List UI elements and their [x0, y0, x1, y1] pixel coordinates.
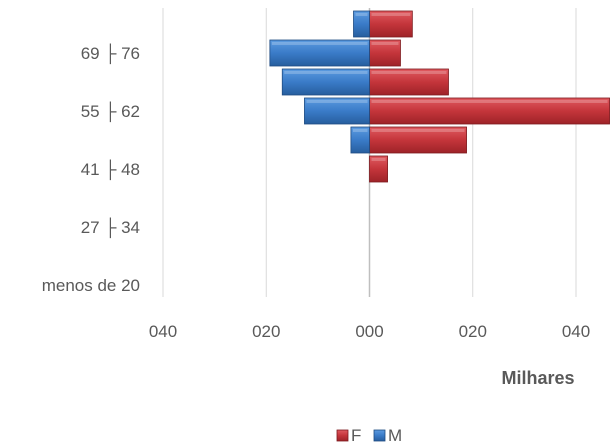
bar-f	[369, 10, 413, 38]
y-tick-label: 27 ├ 34	[81, 217, 140, 239]
bar-f	[369, 39, 401, 67]
bar-f	[369, 68, 449, 96]
bar-highlight	[284, 71, 368, 74]
bar-highlight	[371, 71, 447, 74]
x-tick-label: 020	[252, 322, 280, 341]
bar-highlight	[371, 158, 386, 161]
bars-group	[269, 10, 610, 183]
bar-m	[269, 39, 370, 67]
bar-highlight	[271, 42, 368, 45]
bar-m	[350, 126, 370, 154]
bar-highlight	[371, 13, 411, 16]
axis-group: 040 020 000 020 040 menos de 20 27 ├ 34 41 ├ 48…	[42, 43, 590, 341]
bar-highlight	[355, 13, 368, 16]
bar-highlight	[352, 129, 368, 132]
legend-swatch-m	[373, 429, 386, 442]
bar-highlight	[371, 129, 465, 132]
x-tick-label: 040	[562, 322, 590, 341]
x-axis-label: Milhares	[501, 368, 574, 388]
legend-swatch-f	[336, 429, 349, 442]
y-tick-label: 55 ├ 62	[81, 101, 140, 123]
bar-highlight	[371, 100, 608, 103]
legend-label-f: F	[351, 426, 361, 445]
bar-highlight	[371, 42, 399, 45]
y-tick-label: menos de 20	[42, 276, 140, 295]
legend-label-m: M	[388, 426, 402, 445]
y-tick-label: 41 ├ 48	[81, 159, 140, 181]
x-tick-label: 000	[355, 322, 383, 341]
bar-highlight	[306, 100, 368, 103]
bar-m	[304, 97, 370, 125]
bar-f	[369, 155, 388, 183]
bar-m	[353, 10, 370, 38]
y-tick-label: 69 ├ 76	[81, 43, 140, 65]
bar-f	[369, 97, 610, 125]
x-tick-label: 040	[149, 322, 177, 341]
bar-m	[281, 68, 370, 96]
x-tick-label: 020	[459, 322, 487, 341]
